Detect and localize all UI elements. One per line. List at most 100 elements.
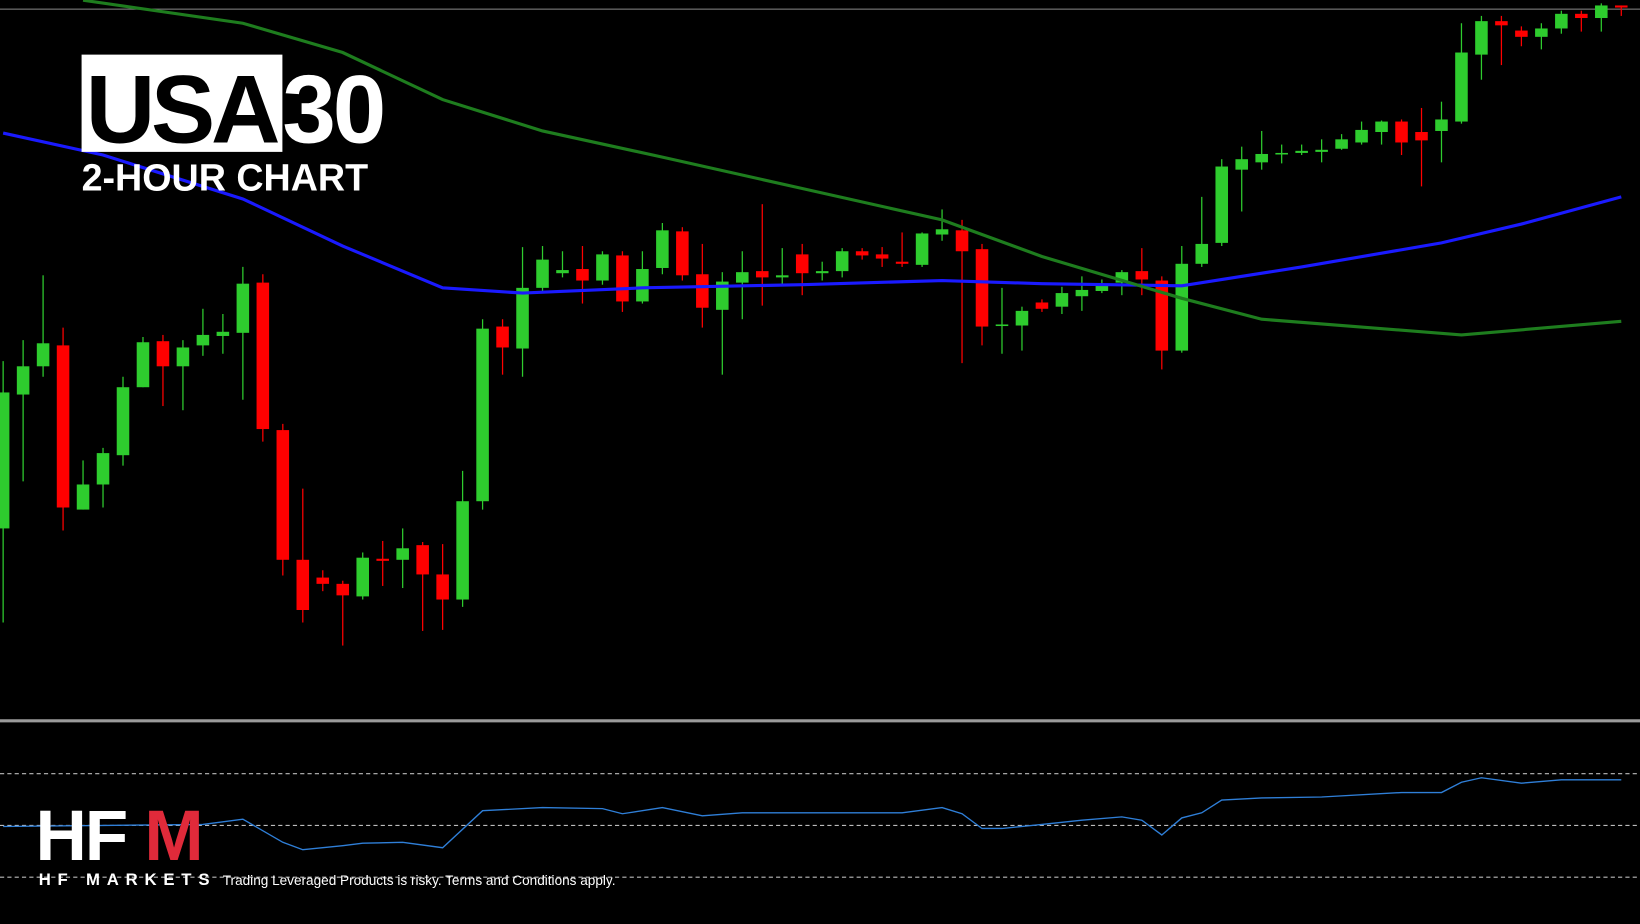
candle-body — [436, 574, 449, 600]
candle-body — [915, 233, 929, 265]
candle-body — [256, 282, 270, 430]
candle-body — [1135, 271, 1149, 280]
candle-body — [1215, 166, 1229, 243]
candle-body — [1515, 30, 1528, 37]
candle-body — [1155, 280, 1169, 351]
candle-body — [935, 229, 949, 235]
candle-body — [1095, 283, 1109, 291]
candle-body — [176, 347, 190, 367]
candle-body — [676, 231, 689, 276]
candle-body — [895, 261, 909, 264]
candle-body — [356, 557, 369, 597]
candle-body — [1455, 52, 1468, 122]
logo-letters: HF — [36, 797, 127, 876]
candle-body — [136, 342, 150, 388]
candle-body — [1395, 121, 1408, 143]
candle-body — [1495, 21, 1508, 26]
title-box — [81, 54, 283, 152]
candle-body — [456, 501, 469, 600]
candle-body — [1335, 139, 1348, 149]
candle-body — [716, 281, 729, 310]
candle-body — [1275, 152, 1288, 155]
candle-body — [1615, 5, 1628, 8]
logo-accent: M — [144, 797, 203, 876]
candle-body — [696, 274, 709, 308]
moving-average — [2, 131, 1622, 295]
candle-body — [875, 254, 889, 259]
candle-body — [1055, 293, 1069, 307]
candle-body — [616, 255, 629, 302]
candle-body — [536, 259, 549, 288]
candle-body — [1315, 149, 1328, 152]
candle-body — [1015, 310, 1029, 326]
candle-body — [516, 287, 529, 349]
candle-body — [955, 230, 969, 252]
indicator-panel — [0, 773, 1640, 878]
candle-body — [556, 270, 569, 274]
candle-body — [1435, 119, 1448, 131]
candle-body — [396, 548, 409, 560]
candle-body — [96, 453, 110, 485]
candle-body — [0, 392, 10, 529]
candle-body — [1535, 28, 1548, 37]
candle-body — [1195, 243, 1209, 264]
candle-body — [835, 251, 849, 272]
candle-body — [1295, 150, 1308, 153]
candle-body — [636, 269, 649, 302]
candle-body — [1355, 129, 1368, 143]
candle-body — [196, 334, 210, 346]
candle-body — [1575, 13, 1588, 19]
title-boxed: USA — [86, 56, 278, 163]
candle-body — [855, 251, 869, 256]
candle-body — [596, 254, 609, 281]
moving-average — [82, 0, 1622, 337]
candle-body — [416, 545, 429, 575]
candle-body — [1075, 289, 1089, 297]
candle-body — [1235, 159, 1248, 170]
footer: HF M HF MARKETS Trading Leveraged Produc… — [36, 797, 616, 889]
candle-body — [1415, 132, 1428, 141]
subtitle: 2-HOUR CHART — [82, 157, 368, 199]
candle-body — [16, 366, 30, 395]
candle-body — [755, 271, 769, 278]
candle-body — [276, 430, 290, 560]
candle-body — [156, 341, 170, 367]
title-rest: 30 — [282, 56, 383, 163]
candle-body — [1255, 153, 1268, 163]
candle-body — [376, 558, 389, 561]
candle-body — [236, 283, 250, 333]
candle-body — [336, 583, 350, 596]
candle-body — [296, 559, 310, 610]
candle-body — [76, 484, 90, 510]
logo-tagline: HF MARKETS — [39, 870, 217, 889]
candle-body — [216, 331, 230, 336]
candle-body — [1475, 21, 1488, 55]
disclaimer: Trading Leveraged Products is risky. Ter… — [223, 873, 616, 888]
candle-body — [975, 249, 989, 327]
candle-body — [36, 343, 50, 367]
candle-body — [1035, 302, 1049, 309]
candle-body — [775, 275, 789, 278]
candle-body — [576, 269, 589, 281]
price-panel — [0, 0, 1628, 646]
candle-body — [116, 387, 130, 456]
candle-body — [736, 272, 749, 283]
candle-body — [1595, 5, 1608, 19]
candle-body — [1555, 13, 1568, 29]
candle-body — [316, 577, 330, 584]
candle-body — [1375, 121, 1388, 133]
candle-body — [496, 326, 509, 348]
candle-body — [1175, 263, 1189, 351]
candle-body — [1115, 272, 1129, 283]
candle-body — [476, 328, 489, 502]
candle-body — [795, 254, 809, 274]
candle-body — [656, 230, 669, 268]
title-block: USA 30 2-HOUR CHART — [81, 54, 386, 199]
candle-body — [815, 271, 829, 274]
candle-body — [56, 345, 70, 508]
oscillator-line — [3, 777, 1622, 851]
candle-body — [995, 324, 1009, 327]
